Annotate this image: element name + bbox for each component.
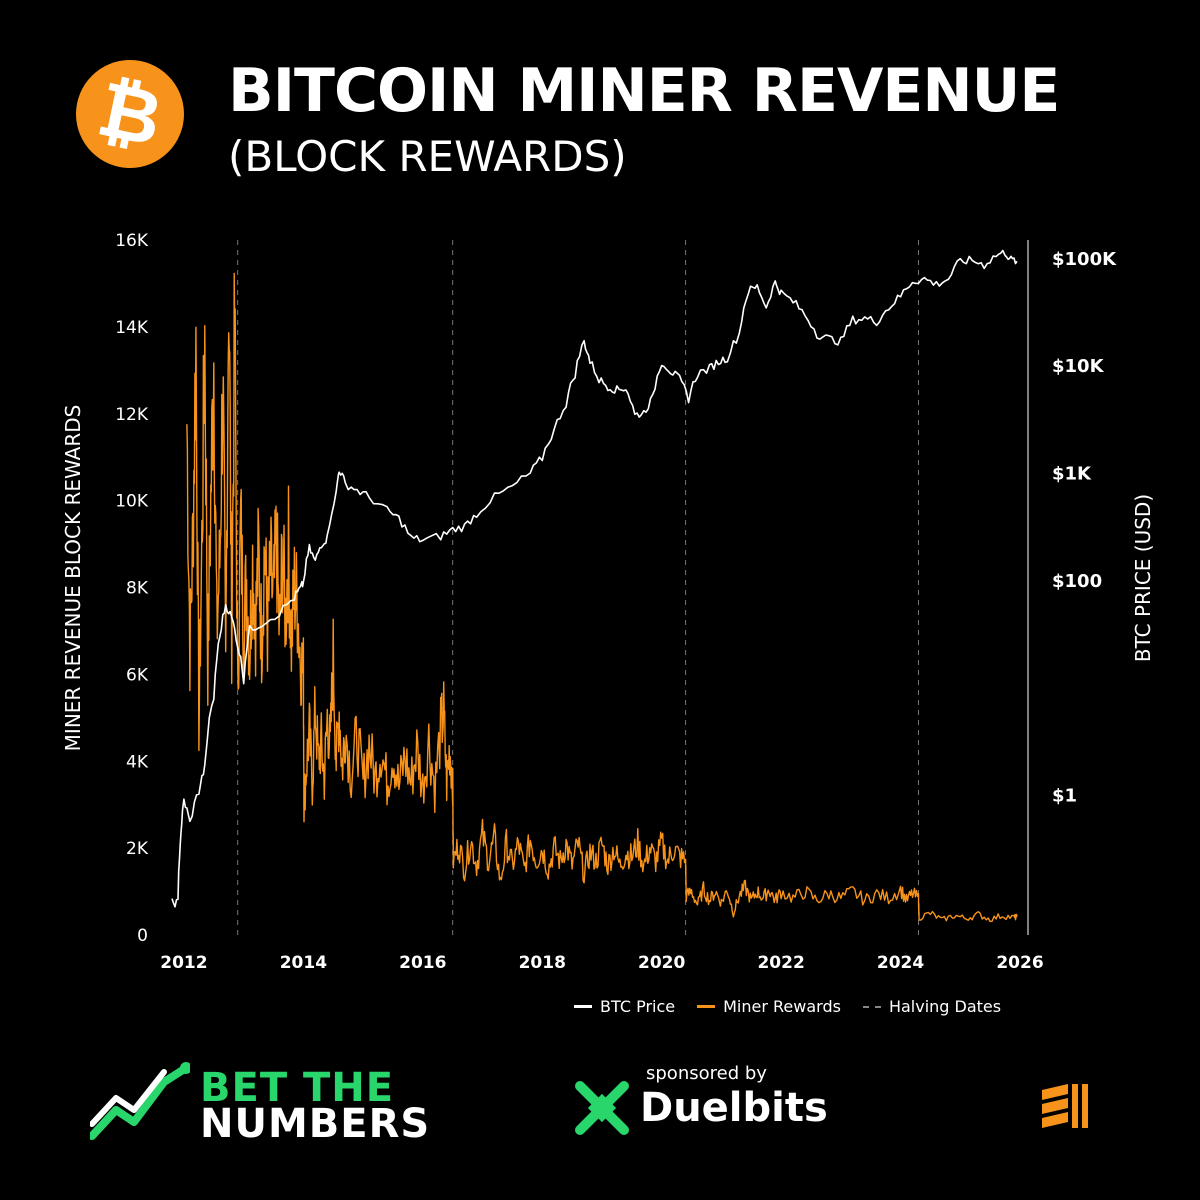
chart-axes: 0 2K 4K 6K 8K 10K 12K 14K 16K $1 $100 $1K $10K $100K 2… [115,231,1117,973]
right-tick-label: $1K [1052,463,1092,484]
legend-label-btc-price: BTC Price [600,997,676,1016]
x-tick-label: 2018 [519,953,566,973]
x-tick-label: 2016 [399,953,446,973]
chart-subtitle: (BLOCK REWARDS) [228,132,627,181]
x-tick-label: 2024 [877,953,924,973]
legend-item-halving-dates: Halving Dates [862,997,1002,1016]
left-tick-label: 8K [126,579,149,599]
legend-swatch-halving-dates [862,1005,881,1008]
bet-the-numbers-logo-icon [90,1062,190,1140]
left-tick-label: 2K [126,839,149,859]
legend-label-miner-rewards: Miner Rewards [723,997,841,1016]
legend-label-halving-dates: Halving Dates [888,997,1002,1016]
x-tick-label: 2022 [757,953,804,973]
right-tick-label: $1 [1052,785,1077,806]
duelbits-logo-icon [575,1081,629,1135]
left-tick-label: 16K [115,231,149,251]
corner-brand-logo-icon [1042,1084,1088,1128]
miner-revenue-chart: 0 2K 4K 6K 8K 10K 12K 14K 16K $1 $100 $1K $10K $100K 2… [61,231,1155,973]
left-tick-label: 0 [137,926,148,946]
legend-item-btc-price: BTC Price [574,997,675,1016]
x-tick-label: 2012 [160,953,207,973]
halving-lines [237,240,919,935]
x-tick-label: 2020 [638,953,685,973]
brand-name-line2: NUMBERS [200,1101,431,1147]
bitcoin-logo: ₿ [76,60,184,168]
right-tick-label: $100 [1052,571,1102,592]
brand-name-line1: BET THE [200,1065,395,1111]
right-tick-label: $10K [1052,356,1105,377]
left-tick-label: 10K [115,492,149,512]
sponsor-name: Duelbits [640,1085,828,1131]
sponsored-by-label: sponsored by [646,1063,767,1084]
x-tick-label: 2014 [280,953,327,973]
left-axis-label: MINER REVENUE BLOCK REWARDS [61,405,85,752]
left-tick-label: 4K [126,752,149,772]
right-tick-label: $100K [1052,249,1117,270]
miner-rewards-line [186,272,1018,923]
chart-title: BITCOIN MINER REVENUE [228,56,1060,126]
legend-swatch-btc-price [574,1005,592,1008]
legend-item-miner-rewards: Miner Rewards [697,997,841,1016]
legend-swatch-miner-rewards [697,1005,716,1008]
chart-series [171,249,1018,923]
x-tick-label: 2026 [996,953,1043,973]
left-tick-label: 12K [115,405,149,425]
right-axis-label: BTC PRICE (USD) [1131,494,1155,662]
btc-price-line [171,249,1018,908]
left-tick-label: 14K [115,318,149,338]
left-tick-label: 6K [126,665,149,685]
chart-legend: BTC Price Miner Rewards Halving Dates [574,997,1001,1016]
